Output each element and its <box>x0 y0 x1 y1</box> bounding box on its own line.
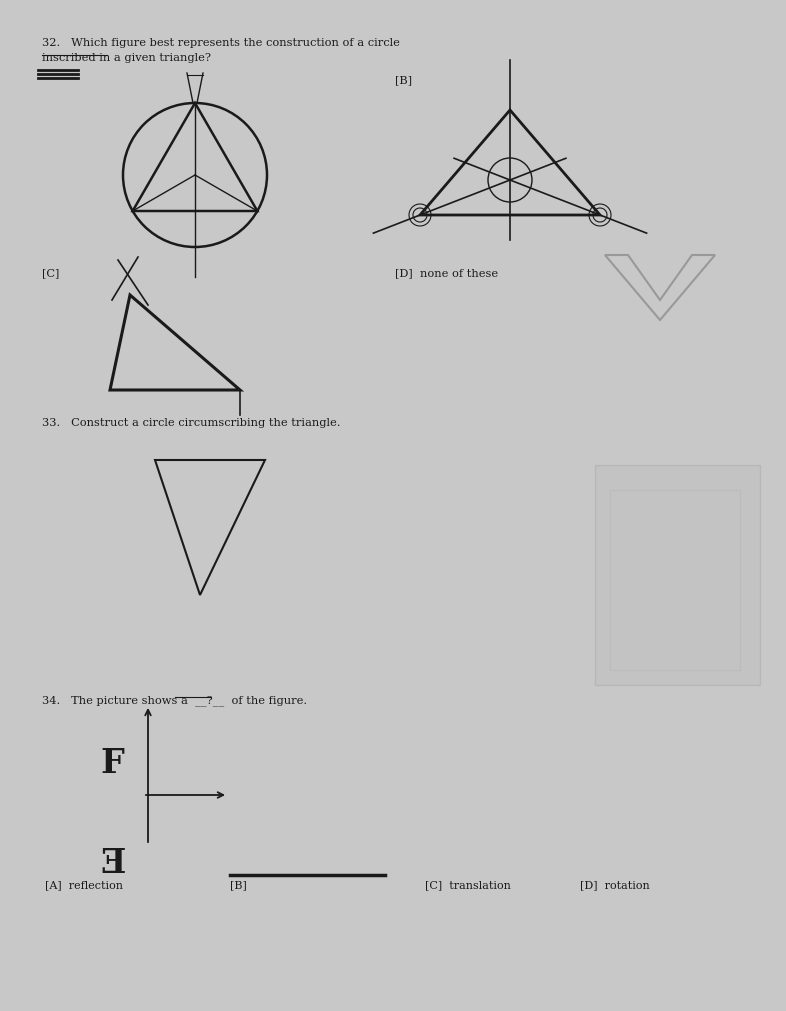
Text: 33.   Construct a circle circumscribing the triangle.: 33. Construct a circle circumscribing th… <box>42 418 340 428</box>
Text: [A]  reflection: [A] reflection <box>45 880 123 890</box>
Bar <box>595 465 760 685</box>
Text: [B]: [B] <box>230 880 247 890</box>
Bar <box>610 490 740 670</box>
Text: [B]: [B] <box>395 75 412 85</box>
Text: [C]  translation: [C] translation <box>425 880 511 890</box>
Text: Ǝ: Ǝ <box>100 847 126 880</box>
Text: [C]: [C] <box>42 268 60 278</box>
Text: 34.   The picture shows a  __?__  of the figure.: 34. The picture shows a __?__ of the fig… <box>42 695 307 706</box>
Text: 32.   Which figure best represents the construction of a circle: 32. Which figure best represents the con… <box>42 38 400 48</box>
Text: [D]  none of these: [D] none of these <box>395 268 498 278</box>
Text: [D]  rotation: [D] rotation <box>580 880 650 890</box>
Text: inscribed in a given triangle?: inscribed in a given triangle? <box>42 53 211 63</box>
Text: F: F <box>100 747 124 780</box>
